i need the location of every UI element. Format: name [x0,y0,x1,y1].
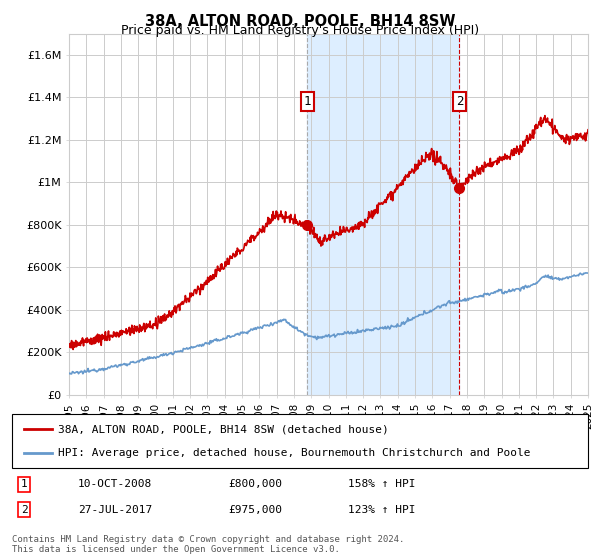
FancyBboxPatch shape [12,414,588,468]
Text: 158% ↑ HPI: 158% ↑ HPI [348,479,415,489]
Text: £975,000: £975,000 [228,505,282,515]
Text: £800,000: £800,000 [228,479,282,489]
Text: 10-OCT-2008: 10-OCT-2008 [78,479,152,489]
Text: 123% ↑ HPI: 123% ↑ HPI [348,505,415,515]
Text: Price paid vs. HM Land Registry's House Price Index (HPI): Price paid vs. HM Land Registry's House … [121,24,479,37]
Text: 38A, ALTON ROAD, POOLE, BH14 8SW (detached house): 38A, ALTON ROAD, POOLE, BH14 8SW (detach… [58,424,389,435]
Text: 1: 1 [304,95,311,108]
Text: 38A, ALTON ROAD, POOLE, BH14 8SW: 38A, ALTON ROAD, POOLE, BH14 8SW [145,14,455,29]
Text: 2: 2 [20,505,28,515]
Text: 2: 2 [456,95,463,108]
Text: Contains HM Land Registry data © Crown copyright and database right 2024.
This d: Contains HM Land Registry data © Crown c… [12,535,404,554]
Text: 27-JUL-2017: 27-JUL-2017 [78,505,152,515]
Bar [307,34,460,395]
Text: 1: 1 [20,479,28,489]
Text: HPI: Average price, detached house, Bournemouth Christchurch and Poole: HPI: Average price, detached house, Bour… [58,447,530,458]
